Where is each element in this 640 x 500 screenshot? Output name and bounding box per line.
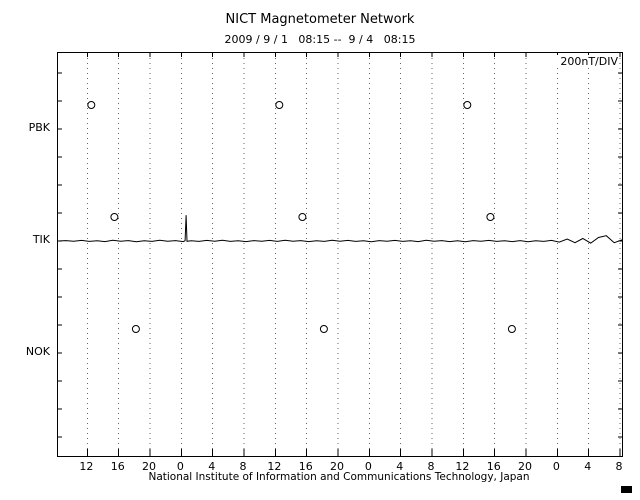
x-tick-label: 0 [364,460,372,473]
x-axis-tick-labels: 12 16 20 0 4 8 12 16 20 0 4 8 12 16 20 0 4 8 [0,460,640,474]
plot-area: 200nT/DIV [57,52,623,457]
x-tick-label: 16 [298,460,313,473]
x-tick-label: 8 [427,460,435,473]
footer-institution-text: National Institute of Information and Co… [148,471,530,483]
x-tick-label: 12 [79,460,94,473]
x-tick-label: 16 [110,460,125,473]
x-tick-label: 4 [584,460,592,473]
corner-mark [621,486,632,493]
x-tick-label: 12 [267,460,282,473]
x-tick-label: 12 [455,460,470,473]
magnetogram-plot-svg [58,53,622,456]
station-label-pbk: PBK [28,121,50,134]
x-tick-label: 16 [486,460,501,473]
local-midnight-markers [87,101,516,333]
station-label-tik: TIK [32,233,50,246]
chart-title: NICT Magnetometer Network [225,12,415,27]
station-label-nok: NOK [25,345,50,358]
x-tick-label: 20 [518,460,533,473]
x-tick-label: 20 [142,460,157,473]
x-tick-label: 4 [208,460,216,473]
x-tick-label: 0 [552,460,560,473]
axis-tick-marks [58,53,622,456]
scale-per-division-label: 200nT/DIV [557,55,618,68]
chart-date-range: 2009 / 9 / 1 08:15 -- 9 / 4 08:15 [224,33,416,46]
magnetogram-traces [58,215,622,244]
x-tick-label: 8 [239,460,247,473]
grid-lines [86,53,621,456]
x-tick-label: 8 [615,460,623,473]
trace-tik [58,215,622,244]
x-tick-label: 4 [396,460,404,473]
x-tick-label: 20 [330,460,345,473]
x-tick-label: 0 [176,460,184,473]
